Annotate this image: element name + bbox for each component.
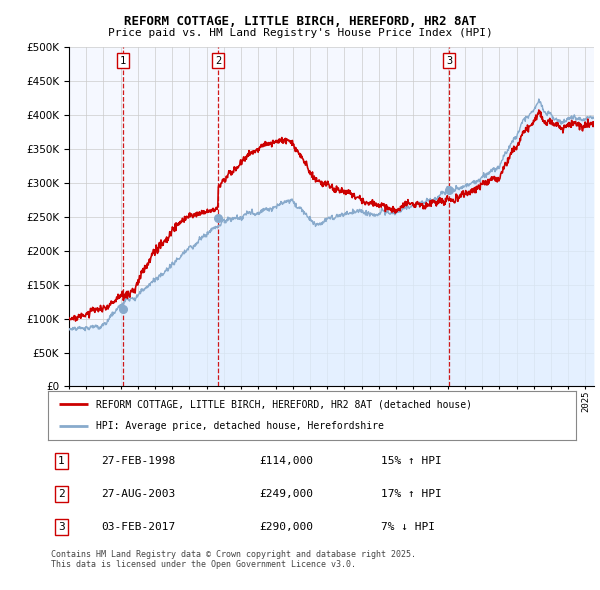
Text: £290,000: £290,000 xyxy=(259,522,313,532)
Text: 3: 3 xyxy=(446,56,452,65)
Text: 27-FEB-1998: 27-FEB-1998 xyxy=(101,456,175,466)
Text: REFORM COTTAGE, LITTLE BIRCH, HEREFORD, HR2 8AT (detached house): REFORM COTTAGE, LITTLE BIRCH, HEREFORD, … xyxy=(95,399,472,409)
Text: 27-AUG-2003: 27-AUG-2003 xyxy=(101,489,175,499)
Text: £249,000: £249,000 xyxy=(259,489,313,499)
Text: Contains HM Land Registry data © Crown copyright and database right 2025.
This d: Contains HM Land Registry data © Crown c… xyxy=(51,550,416,569)
Text: 17% ↑ HPI: 17% ↑ HPI xyxy=(380,489,442,499)
Text: HPI: Average price, detached house, Herefordshire: HPI: Average price, detached house, Here… xyxy=(95,421,383,431)
Text: 7% ↓ HPI: 7% ↓ HPI xyxy=(380,522,434,532)
Text: £114,000: £114,000 xyxy=(259,456,313,466)
Text: Price paid vs. HM Land Registry's House Price Index (HPI): Price paid vs. HM Land Registry's House … xyxy=(107,28,493,38)
Text: 2: 2 xyxy=(58,489,65,499)
Text: 03-FEB-2017: 03-FEB-2017 xyxy=(101,522,175,532)
Text: 1: 1 xyxy=(120,56,127,65)
Text: 1: 1 xyxy=(58,456,65,466)
Text: REFORM COTTAGE, LITTLE BIRCH, HEREFORD, HR2 8AT: REFORM COTTAGE, LITTLE BIRCH, HEREFORD, … xyxy=(124,15,476,28)
Text: 3: 3 xyxy=(58,522,65,532)
Text: 2: 2 xyxy=(215,56,221,65)
Text: 15% ↑ HPI: 15% ↑ HPI xyxy=(380,456,442,466)
